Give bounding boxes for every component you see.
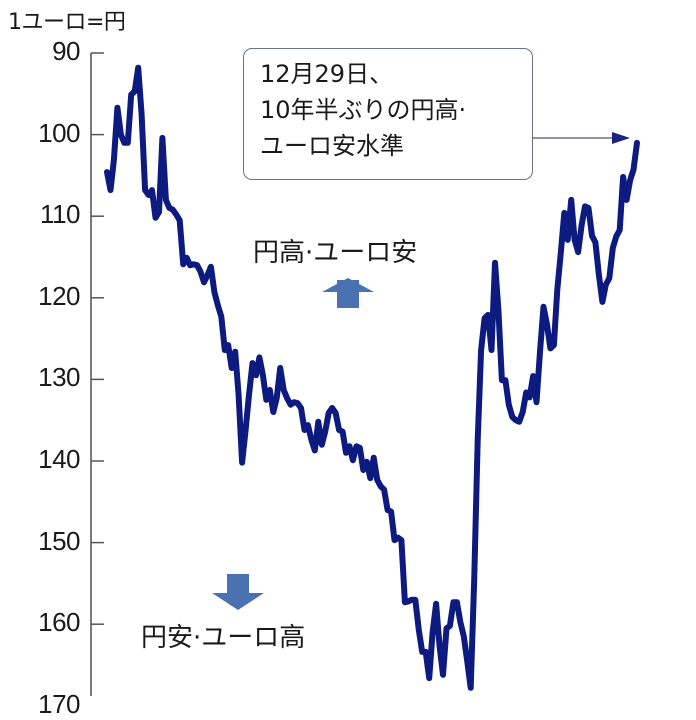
y-tick-label: 120: [38, 280, 80, 311]
y-tick-label: 130: [38, 362, 80, 393]
yen-weak-label: 円安·ユーロ高: [141, 623, 306, 653]
exchange-rate-line: [104, 64, 640, 691]
yen-strong-label: 円高·ユーロ安: [253, 238, 418, 268]
y-tick-label: 140: [38, 444, 80, 474]
callout-line-3: ユーロ安水準: [260, 132, 404, 160]
chart-plot: [90, 52, 640, 696]
y-axis-unit-label: 1ユーロ=円: [8, 10, 126, 35]
y-tick-label: 90: [52, 36, 80, 66]
y-tick-label: 160: [38, 607, 80, 638]
callout-arrowhead-icon: [612, 132, 630, 144]
annotation-callout: 12月29日、 10年半ぶりの円高· ユーロ安水準: [243, 48, 533, 180]
arrow-down-icon: [212, 593, 264, 610]
y-tick-label: 110: [40, 199, 80, 230]
callout-line-1: 12月29日、: [260, 60, 394, 88]
y-tick-label: 150: [38, 525, 80, 556]
callout-line-2: 10年半ぶりの円高·: [260, 96, 467, 124]
y-tick-label: 170: [38, 688, 80, 719]
y-tick-label: 100: [38, 117, 80, 148]
y-axis-ticks: [91, 52, 104, 625]
arrow-up-icon: [322, 278, 374, 292]
arrow-down-shaft: [227, 574, 249, 594]
